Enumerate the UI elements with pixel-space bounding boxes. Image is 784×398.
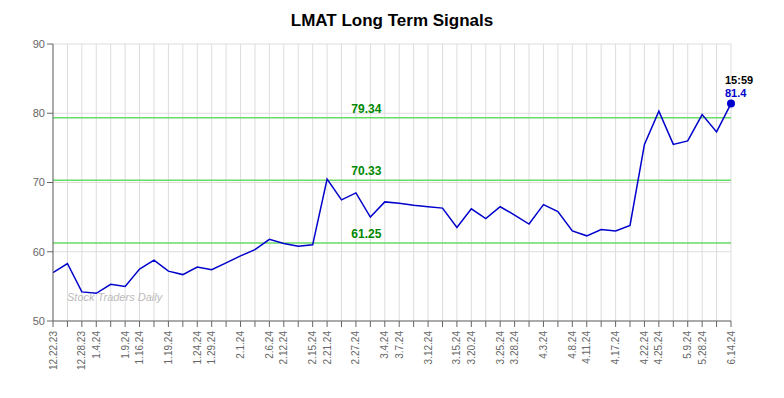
svg-text:2.15.24: 2.15.24 xyxy=(307,331,318,365)
svg-text:5.28.24: 5.28.24 xyxy=(697,331,708,365)
svg-text:3.15.24: 3.15.24 xyxy=(451,331,462,365)
svg-text:3.20.24: 3.20.24 xyxy=(466,331,477,365)
svg-text:3.12.24: 3.12.24 xyxy=(423,331,434,365)
svg-text:3.28.24: 3.28.24 xyxy=(509,331,520,365)
svg-text:1.29.24: 1.29.24 xyxy=(206,331,217,365)
svg-text:4.11.24: 4.11.24 xyxy=(581,331,592,364)
svg-text:15:59: 15:59 xyxy=(725,74,753,86)
svg-text:90: 90 xyxy=(33,38,45,50)
svg-text:4.8.24: 4.8.24 xyxy=(567,331,578,359)
html-text:LMAT Long Term Signals: LMAT Long Term Signals xyxy=(290,11,494,30)
svg-text:3.4.24: 3.4.24 xyxy=(379,331,390,359)
svg-text:6.14.24: 6.14.24 xyxy=(726,331,737,365)
svg-text:1.24.24: 1.24.24 xyxy=(192,331,203,365)
svg-text:3.7.24: 3.7.24 xyxy=(394,331,405,359)
svg-text:12.22.23: 12.22.23 xyxy=(48,331,59,370)
svg-text:4.25.24: 4.25.24 xyxy=(653,331,664,365)
svg-text:50: 50 xyxy=(33,315,45,327)
svg-text:2.12.24: 2.12.24 xyxy=(278,331,289,365)
svg-text:1.9.24: 1.9.24 xyxy=(120,331,131,359)
svg-text:2.21.24: 2.21.24 xyxy=(322,331,333,365)
svg-text:12.28.23: 12.28.23 xyxy=(76,331,87,370)
svg-text:70.33: 70.33 xyxy=(351,164,381,178)
svg-text:4.3.24: 4.3.24 xyxy=(538,331,549,359)
svg-text:81.4: 81.4 xyxy=(725,87,747,99)
svg-text:1.19.24: 1.19.24 xyxy=(163,331,174,365)
svg-text:70: 70 xyxy=(33,176,45,188)
svg-text:2.27.24: 2.27.24 xyxy=(350,331,361,365)
html-text:Stock Traders Daily: Stock Traders Daily xyxy=(67,291,163,303)
svg-text:2.1.24: 2.1.24 xyxy=(235,331,246,359)
svg-text:4.22.24: 4.22.24 xyxy=(639,331,650,365)
svg-text:4.17.24: 4.17.24 xyxy=(610,331,621,365)
svg-text:1.4.24: 1.4.24 xyxy=(91,331,102,359)
svg-text:2.6.24: 2.6.24 xyxy=(264,331,275,359)
svg-text:80: 80 xyxy=(33,107,45,119)
svg-text:79.34: 79.34 xyxy=(351,102,381,116)
svg-text:60: 60 xyxy=(33,246,45,258)
svg-text:5.9.24: 5.9.24 xyxy=(682,331,693,359)
svg-text:3.25.24: 3.25.24 xyxy=(495,331,506,365)
svg-text:61.25: 61.25 xyxy=(351,227,381,241)
svg-text:1.16.24: 1.16.24 xyxy=(134,331,145,365)
